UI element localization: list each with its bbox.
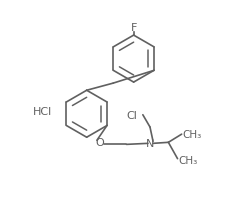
Text: CH₃: CH₃ <box>182 130 201 139</box>
Text: HCl: HCl <box>33 106 52 116</box>
Text: N: N <box>145 139 153 149</box>
Text: F: F <box>130 23 136 33</box>
Text: Cl: Cl <box>126 110 137 120</box>
Text: CH₃: CH₃ <box>177 155 197 165</box>
Text: O: O <box>95 138 104 148</box>
